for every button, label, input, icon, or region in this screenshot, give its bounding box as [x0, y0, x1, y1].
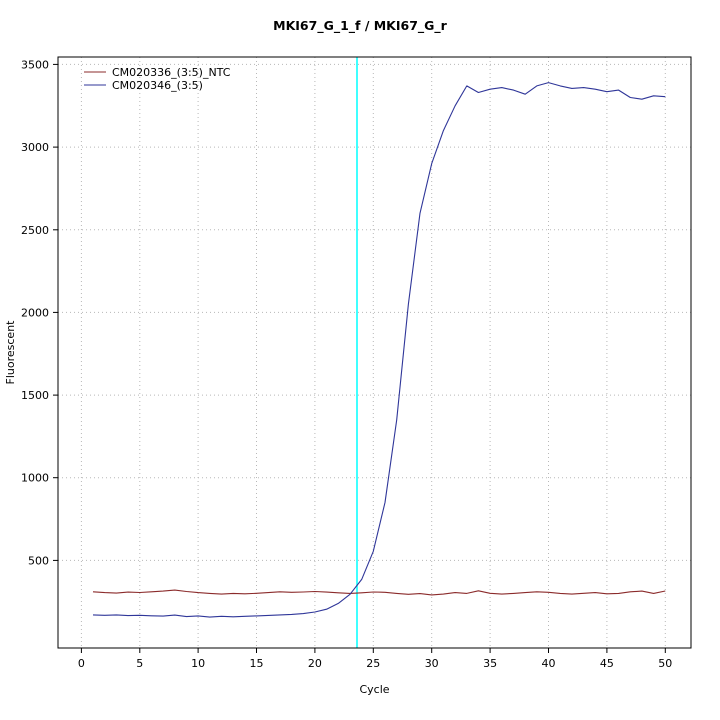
x-axis-label: Cycle: [359, 683, 389, 696]
y-axis-label: Fluorescent: [4, 320, 17, 385]
series-line-0: [92, 589, 666, 596]
y-tick-label: 3000: [21, 141, 49, 154]
y-tick-label: 1500: [21, 389, 49, 402]
x-tick-label: 35: [483, 657, 497, 670]
x-tick-label: 30: [425, 657, 439, 670]
x-tick-label: 5: [136, 657, 143, 670]
legend-label: CM020346_(3:5): [112, 79, 203, 92]
y-tick-label: 3500: [21, 58, 49, 71]
legend-label: CM020336_(3:5)_NTC: [112, 66, 231, 79]
plot-border: [57, 56, 692, 649]
x-tick-label: 20: [308, 657, 322, 670]
y-tick-label: 500: [28, 554, 49, 567]
x-tick-label: 50: [658, 657, 672, 670]
series-line-1: [92, 82, 666, 618]
chart-title: MKI67_G_1_f / MKI67_G_r: [273, 18, 447, 33]
x-tick-label: 25: [366, 657, 380, 670]
x-tick-label: 45: [600, 657, 614, 670]
x-tick-label: 10: [191, 657, 205, 670]
x-tick-label: 40: [542, 657, 556, 670]
x-tick-label: 15: [250, 657, 264, 670]
x-tick-label: 0: [78, 657, 85, 670]
y-tick-label: 2000: [21, 306, 49, 319]
y-tick-label: 2500: [21, 224, 49, 237]
y-tick-label: 1000: [21, 472, 49, 485]
